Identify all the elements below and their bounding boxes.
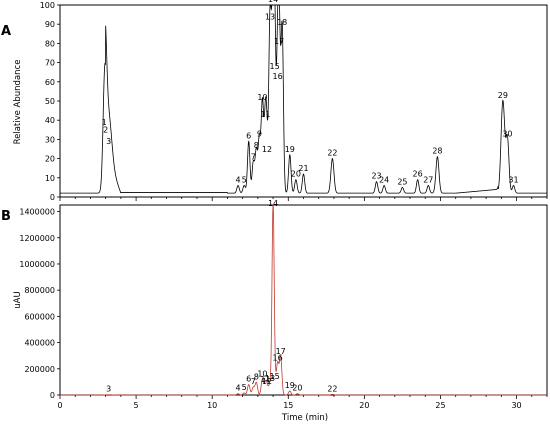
x-axis-title: Time (min) <box>281 413 328 423</box>
panel-b-trace <box>60 204 547 396</box>
panel-b-y-tick-label: 600000 <box>24 312 55 321</box>
panel-a-peak-label: 6 <box>246 131 251 140</box>
panel-a-peak-label: 16 <box>273 72 283 81</box>
panel-b-peak-label: 5 <box>242 383 247 392</box>
panel-b-y-tick-label: 1400000 <box>19 208 55 217</box>
panel-b-y-tick-label: 0 <box>50 391 55 400</box>
panel-a-peak-label: 24 <box>379 175 389 184</box>
panel-b-peak-label: 7 <box>251 377 256 386</box>
panel-a-peak-label: 13 <box>265 12 275 21</box>
panel-a-peak-label: 4 <box>236 175 241 184</box>
x-tick-label: 5 <box>134 401 139 410</box>
panel-a-peak-label: 25 <box>397 177 407 186</box>
panel-a-peak-label: 21 <box>298 164 308 173</box>
panel-b-y-tick-label: 800000 <box>24 286 55 295</box>
panel-b-peak-label: 11 <box>260 375 270 384</box>
panel-a-trace <box>60 4 547 194</box>
panel-a-y-tick-label: 60 <box>45 78 55 87</box>
panel-b-peak-label: 3 <box>106 385 111 394</box>
panel-a-peak-label: 26 <box>413 170 423 179</box>
panel-b-frame <box>59 204 548 396</box>
panel-a-peak-label: 5 <box>242 175 247 184</box>
panel-a-y-tick-label: 10 <box>45 174 55 183</box>
panel-a-peak-label: 19 <box>285 145 295 154</box>
x-tick-label: 10 <box>207 401 217 410</box>
panel-a-y-tick-label: 80 <box>45 39 55 48</box>
panel-a-peak-label: 22 <box>327 149 337 158</box>
panel-b-peak-label: 20 <box>292 384 302 393</box>
x-tick-label: 20 <box>359 401 369 410</box>
panel-letter-a: A <box>1 24 11 39</box>
panel-b-peak-label: 17 <box>276 347 286 356</box>
panel-a-y-tick-label: 40 <box>45 116 55 125</box>
panel-a-peak-label: 20 <box>291 170 301 179</box>
panel-a-y-tick-label: 0 <box>50 193 55 202</box>
panel-a-peak-label: 2 <box>103 126 108 135</box>
panel-b-peak-label: 16 <box>273 354 283 363</box>
panel-a-y-tick-label: 70 <box>45 59 55 68</box>
panel-a-peak-label: 23 <box>371 172 381 181</box>
panel-a-y-tick-label: 30 <box>45 135 55 144</box>
panel-b-peak-label: 22 <box>327 384 337 393</box>
panel-b-y-tick-label: 200000 <box>24 365 55 374</box>
panel-a-peak-label: 8 <box>254 141 259 150</box>
panel-a-y-tick-label: 100 <box>40 1 55 10</box>
panel-a-peak-label: 27 <box>423 175 433 184</box>
panel-a-peak-label: 15 <box>269 62 279 71</box>
panel-b-peak-label: 6 <box>246 375 251 384</box>
panel-a-y-axis-title: Relative Abundance <box>13 60 23 145</box>
panel-b-peak-label: 12 <box>262 377 272 386</box>
x-tick-label: 15 <box>283 401 293 410</box>
x-tick-label: 30 <box>511 401 521 410</box>
panel-b-peak-label: 15 <box>269 372 279 381</box>
x-tick-label: 0 <box>57 401 62 410</box>
panel-b-peak-label: 8 <box>254 373 259 382</box>
panel-a-peak-label: 9 <box>257 129 262 138</box>
panel-b-peak-label: 13 <box>265 374 275 383</box>
panel-letter-b: B <box>1 209 11 224</box>
panel-a-peak-label: 17 <box>274 37 284 46</box>
panel-b-peak-label: 14 <box>268 199 278 208</box>
panel-b-y-tick-label: 400000 <box>24 339 55 348</box>
panel-a-y-tick-label: 20 <box>45 155 55 164</box>
panel-a-peak-label: 18 <box>277 18 287 27</box>
panel-a-peak-label: 31 <box>508 175 518 184</box>
panel-a-peak-label: 7 <box>251 152 256 161</box>
panel-b-peak-label: 19 <box>285 381 295 390</box>
panel-a-peak-label: 14 <box>268 0 278 4</box>
x-tick-label: 25 <box>435 401 445 410</box>
panel-b-peak-label: 10 <box>257 369 267 378</box>
panel-a-peak-label: 30 <box>502 129 512 138</box>
panel-b: 0 200000 400000 600000 800000 1000000 1200000 1… <box>19 199 548 410</box>
panel-a-peak-label: 12 <box>262 145 272 154</box>
panel-a-peak-label: 1 <box>102 118 107 127</box>
panel-a-peak-label: 10 <box>257 93 267 102</box>
panel-a-y-tick-label: 90 <box>45 20 55 29</box>
panel-a-peak-label: 11 <box>260 110 270 119</box>
panel-b-y-axis-title: uAU <box>13 291 23 308</box>
panel-a-peak-label: 3 <box>106 137 111 146</box>
panel-a-y-tick-label: 50 <box>45 97 55 106</box>
panel-a-peak-label: 28 <box>432 147 442 156</box>
panel-b-peak-label: 4 <box>236 384 241 393</box>
panel-b-y-tick-label: 1000000 <box>19 260 55 269</box>
panel-b-y-tick-label: 1200000 <box>19 234 55 243</box>
panel-a-peak-label: 29 <box>498 91 508 100</box>
